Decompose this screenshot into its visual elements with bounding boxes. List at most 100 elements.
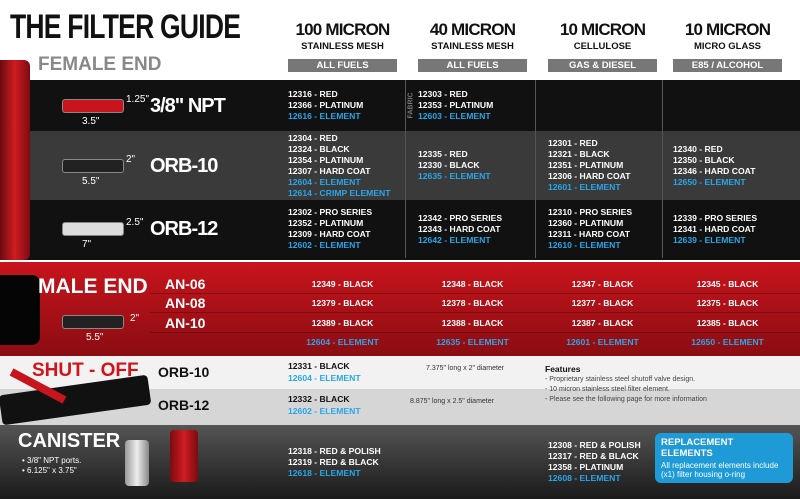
part-number: 12330 - BLACK xyxy=(418,160,480,170)
part-number: 12366 - PLATINUM xyxy=(288,100,364,110)
canister-image xyxy=(170,430,198,482)
part-number: 12377 - BLACK xyxy=(571,298,634,308)
element-number: 12618 - ELEMENT xyxy=(288,467,361,478)
feature-item: - 10 micron stainless steel filter eleme… xyxy=(545,386,670,393)
row-label: ORB-12 xyxy=(158,397,210,413)
part-number: 12304 - RED xyxy=(288,132,338,143)
element-number: 12635 - ELEMENT xyxy=(418,171,491,181)
replacement-box: REPLACEMENT ELEMENTS All replacement elem… xyxy=(655,433,793,483)
row-label: AN-06 xyxy=(165,276,206,292)
row-divider xyxy=(150,312,800,313)
column-fuel: ALL FUELS xyxy=(418,59,527,72)
column-micron: 100 MICRON xyxy=(295,20,390,39)
feature-item: - Please see the following page for more… xyxy=(545,396,707,403)
element-number: 12602 - ELEMENT xyxy=(288,240,361,250)
part-number: 12341 - HARD COAT xyxy=(673,223,756,234)
column-divider xyxy=(405,80,406,258)
male-section xyxy=(0,262,800,356)
dimension: 1.25" xyxy=(126,93,150,105)
part-number: 12389 - BLACK xyxy=(311,318,374,328)
dimension: 5.5" xyxy=(82,175,100,187)
element-number: 12604 - ELEMENT xyxy=(288,373,361,383)
part-number: 12316 - RED xyxy=(288,89,338,99)
part-number: 12353 - PLATINUM xyxy=(418,100,494,110)
size-note: 7.375" long x 2" diameter xyxy=(426,365,505,372)
row-label: AN-10 xyxy=(165,315,206,331)
cell: 12308 - RED & POLISH 12317 - RED & BLACK 1… xyxy=(548,427,663,497)
filter-image xyxy=(62,222,124,236)
part-number: 12385 - BLACK xyxy=(696,318,759,328)
element-number: 12601 - ELEMENT xyxy=(548,182,621,192)
size-note: 8.875" long x 2.5" diameter xyxy=(410,398,494,405)
column-divider xyxy=(662,80,663,258)
part-number: 12340 - RED xyxy=(673,143,723,154)
subtitle: FEMALE END xyxy=(38,54,162,75)
part-number: 12318 - RED & POLISH xyxy=(288,445,381,456)
row-label: 3/8" NPT xyxy=(150,94,226,117)
part-number: 12332 - BLACK xyxy=(288,394,350,404)
section-title: MALE END xyxy=(38,275,148,298)
row-band xyxy=(0,131,800,200)
part-number: 12348 - BLACK xyxy=(441,279,504,289)
part-number: 12349 - BLACK xyxy=(311,279,374,289)
section-title: SHUT - OFF xyxy=(32,360,139,381)
cell: 12303 - RED 12353 - PLATINUM 12603 - ELEME… xyxy=(418,80,533,131)
part-number: 12375 - BLACK xyxy=(696,298,759,308)
filter-image xyxy=(62,315,124,329)
column-fuel: ALL FUELS xyxy=(288,59,397,72)
dimension: 7" xyxy=(82,239,92,250)
replacement-text: All replacement elements include (x1) fi… xyxy=(661,461,779,479)
row-label: ORB-10 xyxy=(158,364,210,380)
column-divider xyxy=(535,80,536,258)
part-number: 12347 - BLACK xyxy=(571,279,634,289)
cell: 12310 - PRO SERIES 12360 - PLATINUM 12311 … xyxy=(548,200,663,258)
part-number: 12388 - BLACK xyxy=(441,318,504,328)
section-title: CANISTER xyxy=(18,430,121,452)
element-number: 12642 - ELEMENT xyxy=(418,234,491,245)
row-divider xyxy=(150,332,800,333)
column-micron: 10 MICRON xyxy=(559,20,646,39)
element-number: 12614 - CRIMP ELEMENT xyxy=(288,187,391,198)
part-number: 12360 - PLATINUM xyxy=(548,218,624,228)
column-material: STAINLESS MESH xyxy=(301,41,384,52)
part-number: 12345 - BLACK xyxy=(696,279,759,289)
column-material: MICRO GLASS xyxy=(693,41,762,52)
part-number: 12351 - PLATINUM xyxy=(548,160,624,170)
column-material: STAINLESS MESH xyxy=(431,41,514,52)
part-number: 12352 - PLATINUM xyxy=(288,218,364,228)
cell: 12335 - RED 12330 - BLACK 12635 - ELEMENT xyxy=(418,131,533,200)
part-number: 12346 - HARD COAT xyxy=(673,165,756,176)
part-number: 12358 - PLATINUM xyxy=(548,462,624,472)
row-label: ORB-12 xyxy=(150,218,218,240)
cell: 12342 - PRO SERIES 12343 - HARD COAT 12642… xyxy=(418,200,533,258)
part-number: 12387 - BLACK xyxy=(571,318,634,328)
part-number: 12335 - RED xyxy=(418,149,468,159)
part-number: 12311 - HARD COAT xyxy=(548,229,630,239)
row-label: AN-08 xyxy=(165,295,206,311)
element-number: 12604 - ELEMENT xyxy=(288,176,361,187)
spec: • 3/8" NPT ports. xyxy=(22,456,82,465)
element-number: 12635 - ELEMENT xyxy=(436,337,509,347)
part-number: 12331 - BLACK xyxy=(288,361,350,371)
row-divider xyxy=(150,293,800,294)
part-number: 12319 - RED & BLACK xyxy=(288,456,379,467)
element-number: 12603 - ELEMENT xyxy=(418,111,491,121)
part-number: 12317 - RED & BLACK xyxy=(548,451,639,461)
cell-note: FABRIC xyxy=(407,91,415,119)
element-number: 12601 - ELEMENT xyxy=(566,337,639,347)
canister-image xyxy=(125,440,149,486)
dimension: 2.5" xyxy=(126,217,144,228)
cell: 12339 - PRO SERIES 12341 - HARD COAT 12639… xyxy=(673,200,788,258)
element-number: 12610 - ELEMENT xyxy=(548,240,621,250)
element-number: 12602 - ELEMENT xyxy=(288,406,361,416)
cell: 12304 - RED 12324 - BLACK 12354 - PLATINUM… xyxy=(288,131,403,200)
part-number: 12310 - PRO SERIES xyxy=(548,207,633,217)
filter-image xyxy=(0,275,40,345)
cell: 12318 - RED & POLISH 12319 - RED & BLACK 1… xyxy=(288,427,403,497)
feature-item: - Proprietary stainless steel shutoff va… xyxy=(545,376,696,383)
filter-image xyxy=(0,60,30,260)
part-number: 12301 - RED xyxy=(548,138,598,148)
part-number: 12321 - BLACK xyxy=(548,149,610,159)
column-micron: 10 MICRON xyxy=(684,20,771,39)
